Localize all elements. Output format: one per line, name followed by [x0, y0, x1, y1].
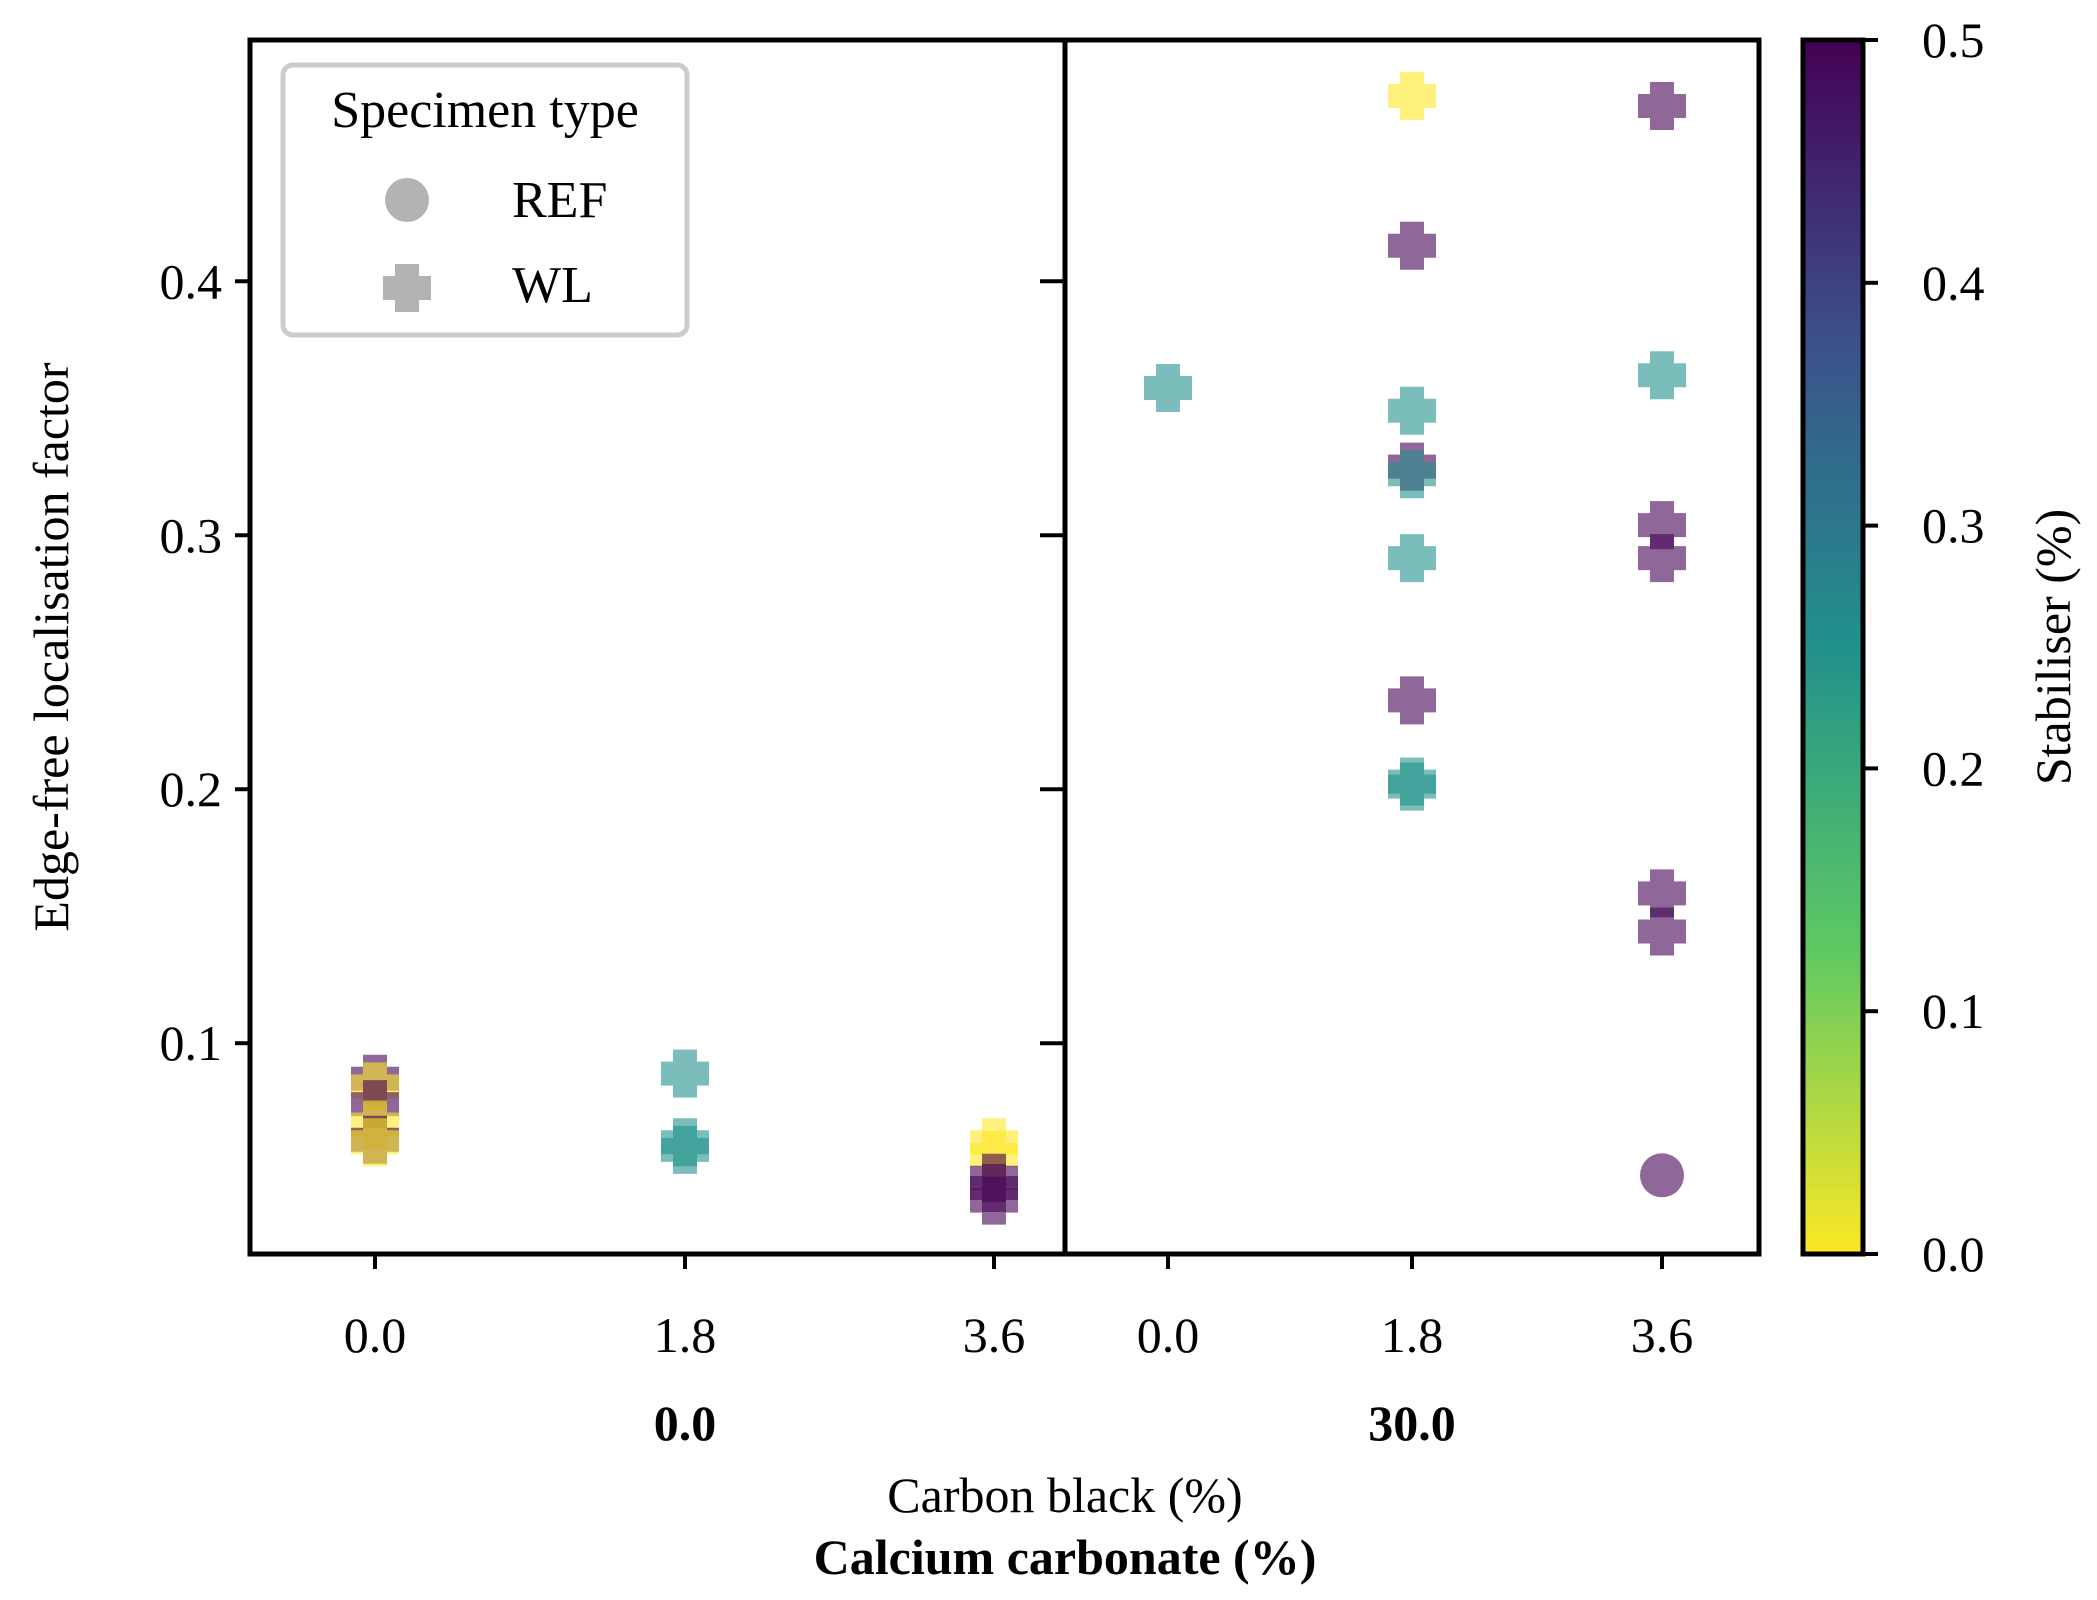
legend-circle-marker	[385, 178, 429, 222]
left-panel-points	[351, 1049, 1018, 1225]
y-tick-label: 0.3	[160, 507, 223, 563]
colorbar	[1803, 40, 1863, 1254]
data-point-wl	[1144, 363, 1192, 412]
y-tick-label: 0.1	[160, 1015, 223, 1071]
colorbar-frame	[1800, 37, 1866, 1257]
data-point-wl	[1638, 907, 1686, 956]
legend-label-ref: REF	[512, 172, 607, 229]
colorbar-tick-label: 0.4	[1922, 255, 1985, 311]
data-point-wl	[661, 1125, 709, 1174]
x-tick-label: 3.6	[1631, 1307, 1694, 1363]
data-point-wl	[1388, 676, 1436, 725]
data-point-wl	[1638, 534, 1686, 583]
data-point-wl	[1388, 534, 1436, 583]
x-tick-label: 1.8	[654, 1307, 717, 1363]
colorbar-ticks: 0.0 0.1 0.2 0.3 0.4 0.5	[1863, 12, 1985, 1282]
data-point-wl	[970, 1176, 1018, 1225]
legend-plus-marker	[383, 264, 431, 312]
data-point-wl	[1638, 869, 1686, 918]
y-axis-label: Edge-free localisation factor	[23, 362, 79, 931]
data-point-wl	[1638, 82, 1686, 131]
group-axis-label: Calcium carbonate (%)	[814, 1529, 1317, 1585]
colorbar-tick-label: 0.2	[1922, 740, 1985, 796]
x-tick-label: 1.8	[1381, 1307, 1444, 1363]
data-point-wl	[661, 1049, 709, 1098]
legend-box	[280, 62, 690, 338]
data-point-wl	[1388, 71, 1436, 120]
data-point-wl	[1388, 386, 1436, 435]
y-tick-label: 0.2	[160, 761, 223, 817]
x-axis-ticks: 0.0 1.8 3.6 0.0 1.8 3.6	[344, 1254, 1694, 1363]
data-point-wl	[1638, 351, 1686, 400]
data-point-ref	[1640, 1153, 1684, 1198]
y-tick-label: 0.4	[160, 253, 223, 309]
x-tick-label: 0.0	[344, 1307, 407, 1363]
calcium-group-label-left: 0.0	[654, 1395, 717, 1451]
x-tick-label: 3.6	[963, 1307, 1026, 1363]
colorbar-tick-label: 0.3	[1922, 498, 1985, 554]
y-axis-ticks: 0.1 0.2 0.3 0.4	[160, 253, 1065, 1071]
legend: Specimen type REF WL	[280, 62, 690, 338]
colorbar-tick-label: 0.5	[1922, 12, 1985, 68]
x-tick-label: 0.0	[1137, 1307, 1200, 1363]
colorbar-tick-label: 0.0	[1922, 1226, 1985, 1282]
colorbar-tick-label: 0.1	[1922, 983, 1985, 1039]
calcium-group-label-right: 30.0	[1368, 1395, 1456, 1451]
colorbar-label: Stabiliser (%)	[2025, 509, 2081, 785]
legend-title: Specimen type	[331, 82, 639, 139]
data-point-wl	[351, 1118, 399, 1167]
x-axis-label: Carbon black (%)	[887, 1467, 1242, 1523]
data-point-wl	[1388, 221, 1436, 270]
data-point-wl	[1388, 450, 1436, 499]
data-point-wl	[1388, 762, 1436, 811]
legend-label-wl: WL	[512, 257, 593, 314]
right-panel-points	[1144, 71, 1686, 1198]
